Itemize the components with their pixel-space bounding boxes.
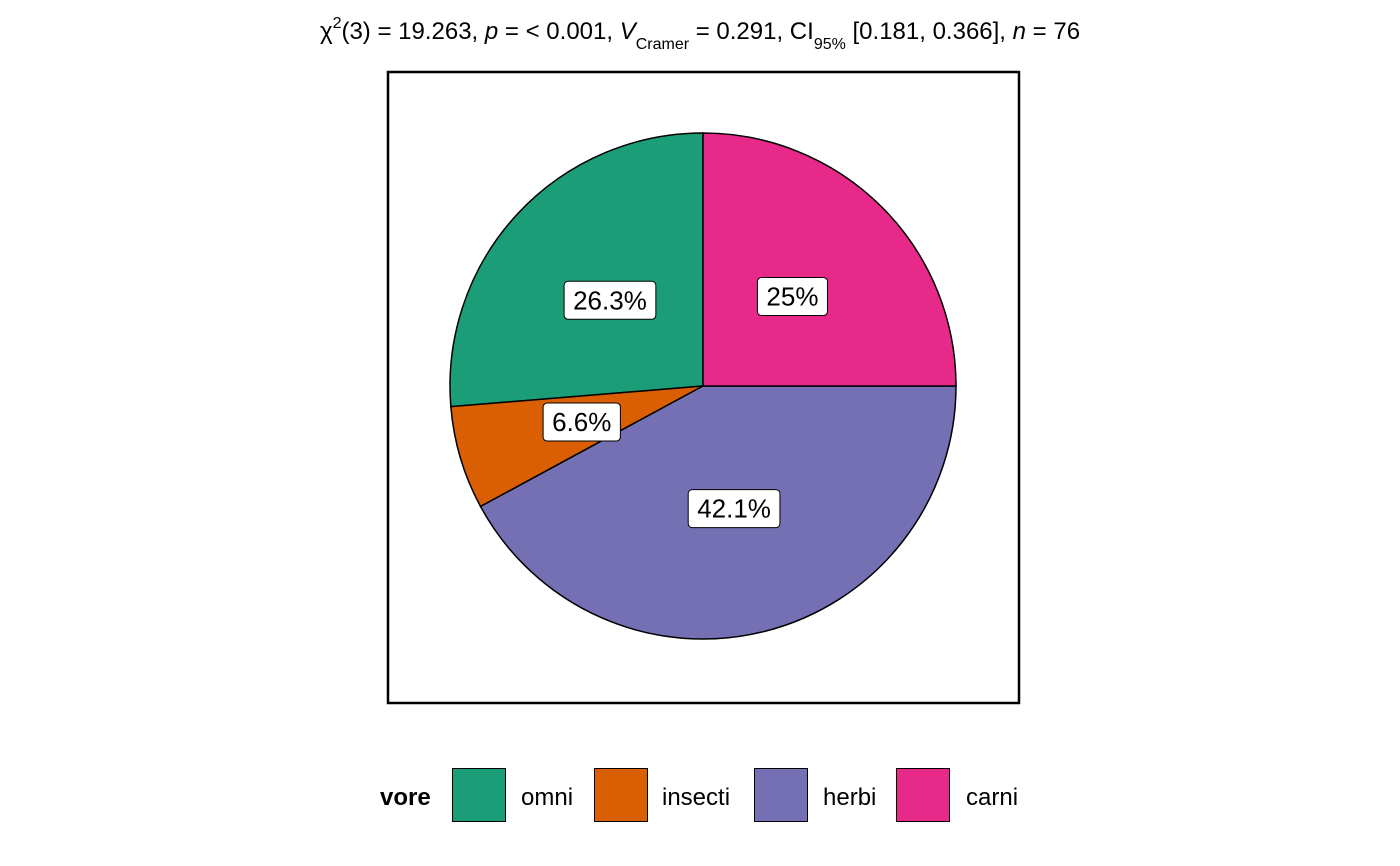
legend-key-omni	[452, 768, 506, 822]
legend-label-insecti: insecti	[662, 784, 731, 811]
legend-title: vore	[380, 784, 431, 811]
slice-label-box-insecti	[542, 402, 621, 442]
slice-label-box-carni	[756, 277, 828, 317]
legend-key-insecti	[594, 768, 648, 822]
slice-label-text-omni: 26.3%	[573, 285, 647, 315]
slice-label-text-carni: 25%	[766, 282, 818, 312]
slice-label-box-omni	[563, 280, 657, 320]
legend-label-herbi: herbi	[823, 784, 877, 811]
legend-key-carni	[896, 768, 950, 822]
slice-label-herbi: 42.1%	[687, 489, 781, 529]
slice-label-carni: 25%	[756, 277, 828, 317]
slice-label-box-herbi	[687, 489, 781, 529]
legend: vore omni insecti herbi carni	[0, 766, 1400, 826]
legend-label-carni: carni	[966, 784, 1019, 811]
pie-slice-omni	[449, 132, 704, 408]
slice-label-text-herbi: 42.1%	[697, 494, 771, 524]
slice-label-omni: 26.3%	[563, 280, 657, 320]
legend-key-herbi	[754, 768, 808, 822]
slice-label-text-insecti: 6.6%	[552, 407, 611, 437]
chart-subtitle: χ2(3) = 19.263, p = < 0.001, VCramer = 0…	[319, 15, 1081, 53]
pie-labels: 26.3% 6.6% 42.1% 25%	[542, 277, 828, 529]
pie-slices	[449, 132, 957, 640]
legend-label-omni: omni	[521, 784, 574, 811]
pie-slice-carni	[702, 132, 957, 387]
slice-label-insecti: 6.6%	[542, 402, 621, 442]
